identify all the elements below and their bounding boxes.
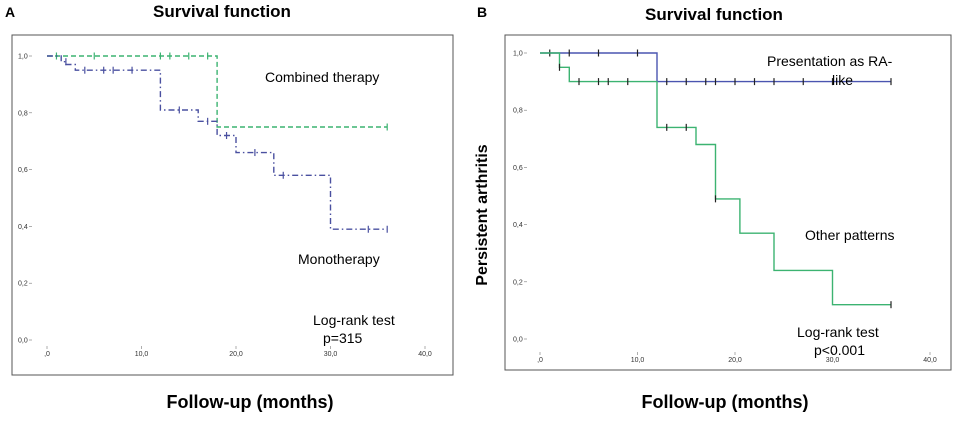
panel-a-pvalue: p=315 <box>323 330 363 346</box>
panel-b-label-other-patterns: Other patterns <box>805 227 895 243</box>
panel-b-label-ra-like-line2: like <box>832 72 853 88</box>
panel-a-label-combined-therapy: Combined therapy <box>265 69 379 85</box>
panel-b-frame <box>504 34 952 371</box>
panel-a-ytick-label: 1,0 <box>18 54 28 61</box>
panel-a-letter: A <box>5 4 15 20</box>
panel-a-xlabel: Follow-up (months) <box>167 392 334 412</box>
panel-b-ylabel: Persistent arthritis <box>474 144 491 285</box>
panel-b-label-ra-like-line1: Presentation as RA- <box>767 53 893 69</box>
panel-b-ytick-label: 0,6 <box>513 165 523 172</box>
panel-a-series <box>47 52 388 233</box>
panel-b-ytick-label: 0,0 <box>513 337 523 344</box>
panel-b-title: Survival function <box>645 5 783 24</box>
panel-b-pvalue: p<0.001 <box>814 342 865 358</box>
panel-a-ytick-label: 0,2 <box>18 281 28 288</box>
panel-b-xtick-label: 40,0 <box>923 357 937 364</box>
panel-b-series <box>540 49 892 309</box>
panel-b-xtick-label: 10,0 <box>631 357 645 364</box>
panel-b-xtick-label: ,0 <box>537 357 543 364</box>
panel-a-ytick-label: 0,8 <box>18 110 28 117</box>
panel-a-frame <box>11 34 454 376</box>
panel-b-logrank-label: Log-rank test <box>797 324 879 340</box>
panel-a-ytick-label: 0,4 <box>18 224 28 231</box>
panel-a-logrank-label: Log-rank test <box>313 312 395 328</box>
panel-a-ytick-label: 0,0 <box>18 338 28 345</box>
panel-a-xtick-label: 40,0 <box>418 351 432 358</box>
panel-a-axes: 0,0 0,2 0,4 0,6 0,8 1,0 ,0 10,0 20,0 30,0 40,0 <box>18 54 432 359</box>
panel-b: B Survival function Persistent arthritis… <box>474 4 952 412</box>
panel-a-xtick-label: 20,0 <box>229 351 243 358</box>
panel-b-ytick-label: 1,0 <box>513 51 523 58</box>
panel-b-xtick-label: 20,0 <box>728 357 742 364</box>
panel-a-xtick-label: 10,0 <box>135 351 149 358</box>
panel-a-series-combined-therapy <box>47 55 388 128</box>
panel-b-axes: 0,0 0,2 0,4 0,6 0,8 1,0 ,0 10,0 20,0 30,0 40,0 <box>513 51 937 365</box>
panel-a-xtick-label: 30,0 <box>324 351 338 358</box>
panel-b-letter: B <box>477 4 487 20</box>
panel-b-ytick-label: 0,2 <box>513 279 523 286</box>
panel-a-title: Survival function <box>153 2 291 21</box>
panel-a-series-monotherapy <box>47 55 388 230</box>
panel-a-ytick-label: 0,6 <box>18 167 28 174</box>
panel-a: A Survival function 0,0 0,2 0,4 0,6 0,8 1,0 ,0… <box>5 2 454 412</box>
panel-a-xtick-label: ,0 <box>44 351 50 358</box>
panel-b-ytick-label: 0,8 <box>513 108 523 115</box>
panel-b-ytick-label: 0,4 <box>513 222 523 229</box>
panel-b-xlabel: Follow-up (months) <box>642 392 809 412</box>
panel-a-label-monotherapy: Monotherapy <box>298 251 380 267</box>
panel-b-xtick-label: 30,0 <box>826 357 840 364</box>
panel-b-series-other-patterns <box>540 52 891 306</box>
